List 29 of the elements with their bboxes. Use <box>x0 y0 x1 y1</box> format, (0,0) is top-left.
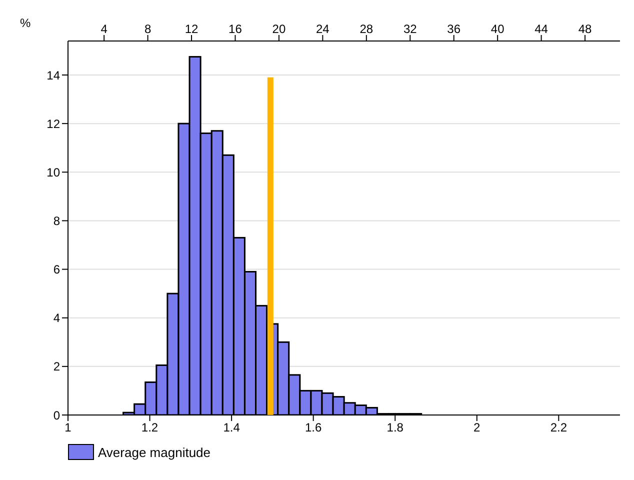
x-tick-label: 1.8 <box>386 420 404 435</box>
x-tick-label: 2.2 <box>550 420 568 435</box>
y-tick-label: 10 <box>46 165 60 180</box>
x-tick-label: 1.4 <box>223 420 240 435</box>
x2-tick-label: 48 <box>578 22 592 36</box>
y-tick-label: 8 <box>53 214 60 228</box>
x2-tick-label: 36 <box>447 22 461 36</box>
x-tick-label: 1.6 <box>304 420 322 435</box>
x2-tick-label: 28 <box>360 22 374 36</box>
x2-tick-label: 32 <box>403 22 418 36</box>
y-tick-label: 6 <box>53 262 60 277</box>
x-tick-label: 1.2 <box>141 420 158 435</box>
x2-tick-label: 4 <box>100 22 108 36</box>
x2-tick-label: 12 <box>184 22 199 36</box>
x2-tick-label: 40 <box>490 22 505 36</box>
x2-tick-label: 8 <box>144 22 152 36</box>
y-tick-label: 4 <box>53 311 60 326</box>
y-tick-label: 12 <box>46 116 60 131</box>
y-tick-label: 14 <box>46 68 60 82</box>
y-tick-label: 0 <box>53 408 60 422</box>
x2-tick-label: 20 <box>272 22 286 36</box>
x-tick-label: 1 <box>64 420 72 435</box>
y-axis-title: % <box>20 16 31 30</box>
x2-tick-label: 16 <box>228 22 242 36</box>
x2-tick-label: 44 <box>534 22 548 36</box>
x2-tick-label: 24 <box>316 22 330 36</box>
y-tick-label: 2 <box>53 360 60 374</box>
x-tick-label: 2 <box>474 420 481 435</box>
legend-label: Average magnitude <box>98 444 211 460</box>
